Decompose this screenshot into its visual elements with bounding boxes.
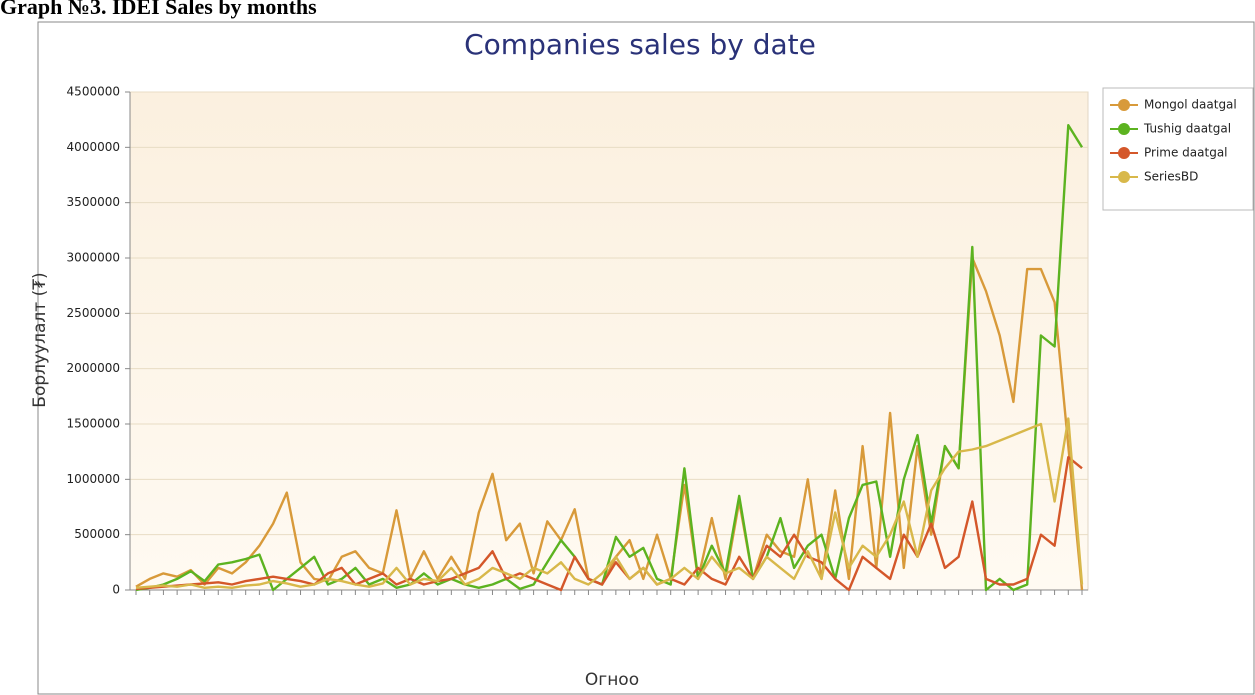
plot-area <box>129 91 1089 591</box>
y-tick-label: 1000000 <box>67 472 120 486</box>
series-line <box>135 124 1084 592</box>
page-heading: Graph №3. IDEI Sales by months <box>0 0 317 19</box>
legend-label: Tushig daatgal <box>1143 122 1231 136</box>
legend-marker <box>1118 99 1130 111</box>
y-tick-label: 4000000 <box>67 140 120 154</box>
legend-label: Prime daatgal <box>1144 146 1228 160</box>
x-axis-label: Огноо <box>585 670 639 690</box>
series-line <box>135 417 1084 589</box>
y-tick-label: 3500000 <box>67 195 120 209</box>
y-axis-label: Борлуулалт (₮) <box>30 272 50 407</box>
legend-marker <box>1118 171 1130 183</box>
y-tick-label: 1500000 <box>67 417 120 431</box>
legend-label: SeriesBD <box>1144 170 1198 184</box>
chart-title: Companies sales by date <box>464 28 816 61</box>
series-line <box>135 456 1083 592</box>
y-tick-label: 4500000 <box>67 85 120 99</box>
y-tick-label: 0 <box>112 583 120 597</box>
y-tick-label: 2000000 <box>67 361 120 375</box>
series-line <box>135 256 1084 591</box>
y-tick-label: 3000000 <box>67 251 120 265</box>
legend-marker <box>1118 123 1130 135</box>
y-tick-label: 2500000 <box>67 306 120 320</box>
y-tick-label: 500000 <box>74 527 120 541</box>
legend-marker <box>1118 147 1130 159</box>
legend-label: Mongol daatgal <box>1144 98 1237 112</box>
